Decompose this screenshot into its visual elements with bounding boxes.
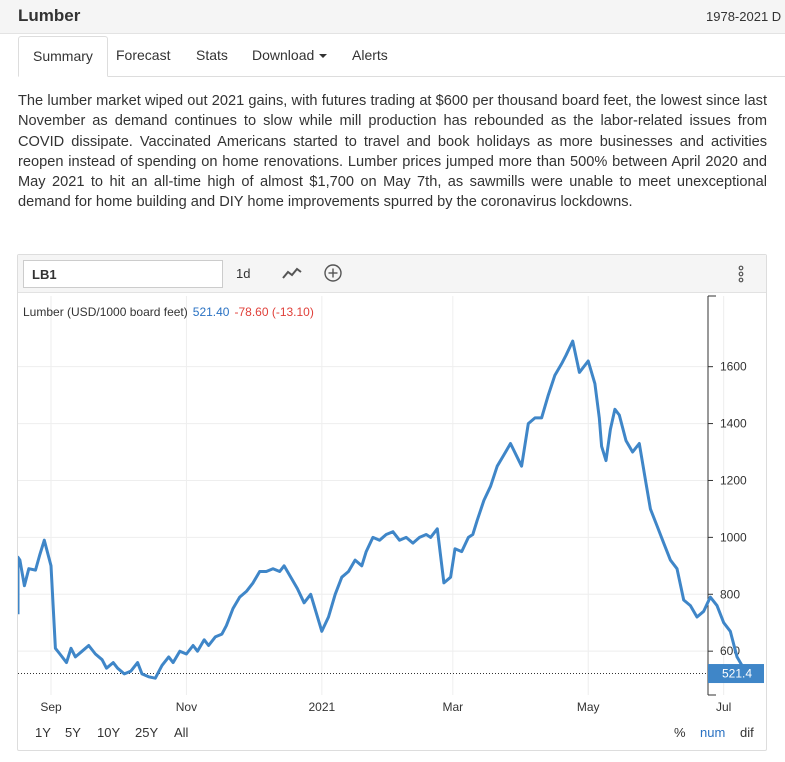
chart-toolbar: 1d xyxy=(18,255,766,293)
y-tick-label: 800 xyxy=(720,587,740,601)
mode-dif-button[interactable]: dif xyxy=(740,725,754,740)
change-value: -78.60 (-13.10) xyxy=(234,305,313,319)
x-tick-label: May xyxy=(577,700,600,714)
period-bar: 1Y 5Y 10Y 25Y All % num dif xyxy=(18,721,766,749)
tab-stats[interactable]: Stats xyxy=(182,36,242,77)
add-indicator-icon[interactable] xyxy=(323,263,343,283)
tab-label: Forecast xyxy=(116,47,171,63)
grid xyxy=(18,296,725,695)
caret-down-icon xyxy=(319,54,328,59)
y-tick-label: 1000 xyxy=(720,530,747,544)
tab-bar: Summary Forecast Stats Download Alerts xyxy=(18,36,785,77)
x-tick-label: Jul xyxy=(716,700,731,714)
mode-percent-button[interactable]: % xyxy=(674,725,686,740)
last-price-box xyxy=(708,664,764,684)
price-line xyxy=(18,339,752,680)
x-tick-label: Nov xyxy=(176,700,197,714)
symbol-input[interactable] xyxy=(23,260,223,288)
period-25y-button[interactable]: 25Y xyxy=(135,725,159,740)
period-1y-button[interactable]: 1Y xyxy=(35,725,51,740)
interval-button[interactable]: 1d xyxy=(236,266,251,281)
summary-text: The lumber market wiped out 2021 gains, … xyxy=(18,93,767,211)
line-chart-icon[interactable] xyxy=(281,266,303,282)
tab-alerts[interactable]: Alerts xyxy=(338,36,402,77)
y-tick-label: 1400 xyxy=(720,417,747,431)
date-range: 1978-2021 D xyxy=(706,9,782,24)
chart-legend: Lumber (USD/1000 board feet) 521.40 -78.60… xyxy=(23,305,314,319)
series-label: Lumber (USD/1000 board feet) xyxy=(23,305,188,319)
x-tick-label: Sep xyxy=(40,700,62,714)
tab-label: Stats xyxy=(196,47,228,63)
last-value: 521.40 xyxy=(193,305,230,319)
tab-summary[interactable]: Summary xyxy=(18,36,108,77)
period-10y-button[interactable]: 10Y xyxy=(97,725,121,740)
mode-num-button[interactable]: num xyxy=(700,725,726,740)
y-tick-label: 1600 xyxy=(720,360,747,374)
y-tick-label: 1200 xyxy=(720,473,747,487)
period-5y-button[interactable]: 5Y xyxy=(65,725,81,740)
header-bar: Lumber 1978-2021 D xyxy=(0,0,785,34)
tab-download[interactable]: Download xyxy=(238,36,341,77)
tab-label: Alerts xyxy=(352,47,388,63)
period-all-button[interactable]: All xyxy=(174,725,189,740)
tab-label: Download xyxy=(252,47,315,63)
tab-label: Summary xyxy=(33,48,93,64)
tab-forecast[interactable]: Forecast xyxy=(102,36,184,77)
page-title: Lumber xyxy=(18,6,81,25)
x-tick-label: Mar xyxy=(442,700,463,714)
last-price-label: 521.4 xyxy=(722,667,752,681)
chart-panel: 1d 6008001000120014001600SepNov2021MarMa… xyxy=(17,254,767,751)
x-tick-label: 2021 xyxy=(308,700,335,714)
more-options-icon[interactable] xyxy=(737,264,745,284)
